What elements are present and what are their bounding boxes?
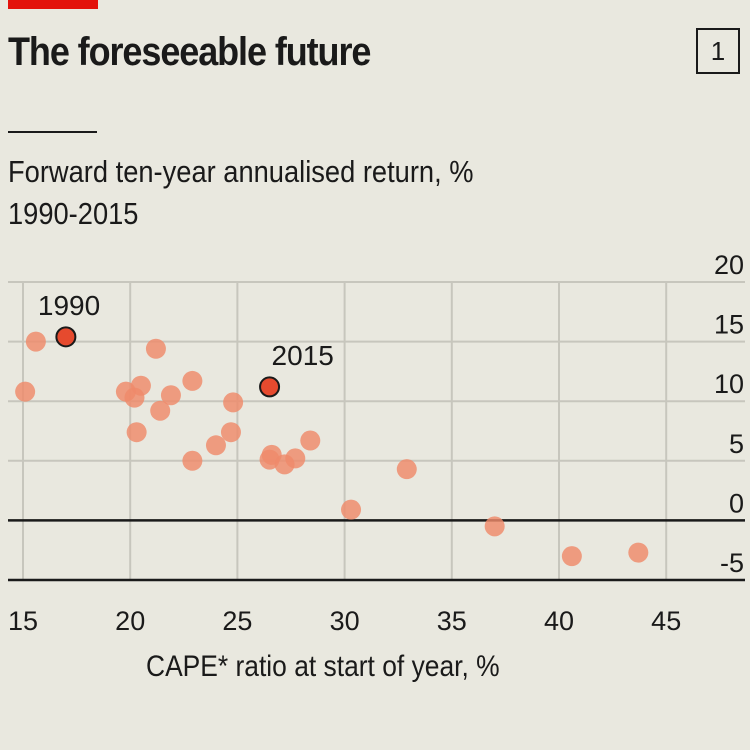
data-point <box>25 331 46 352</box>
data-point <box>15 381 36 402</box>
highlighted-point <box>259 376 281 398</box>
chart-subtitle: Forward ten-year annualised return, % <box>8 154 474 189</box>
data-point <box>150 400 171 421</box>
y-tick-labels: 20 15 10 5 0 -5 <box>714 250 744 578</box>
grid-lines <box>8 281 745 582</box>
data-point <box>484 516 505 537</box>
y-tick-label: -5 <box>720 548 744 578</box>
y-tick-label: 10 <box>714 369 744 399</box>
x-tick-label: 40 <box>544 606 574 636</box>
x-tick-label: 45 <box>651 606 681 636</box>
point-label: 2015 <box>272 340 334 371</box>
data-point <box>396 459 417 480</box>
data-point <box>124 387 145 408</box>
data-points <box>15 326 649 567</box>
y-tick-label: 5 <box>729 429 744 459</box>
chart-period: 1990-2015 <box>8 196 139 231</box>
x-tick-label: 20 <box>115 606 145 636</box>
point-labels: 1990 2015 <box>38 290 334 371</box>
data-point <box>205 435 226 456</box>
data-point <box>628 542 649 563</box>
data-point <box>182 370 203 391</box>
y-tick-label: 15 <box>714 310 744 340</box>
data-point <box>220 422 241 443</box>
data-point <box>145 338 166 359</box>
data-point <box>223 392 244 413</box>
y-tick-label: 20 <box>714 250 744 280</box>
x-tick-label: 25 <box>222 606 252 636</box>
brand-red-tag <box>8 0 98 9</box>
data-point <box>126 422 147 443</box>
data-point <box>300 430 321 451</box>
data-point <box>182 450 203 471</box>
point-label: 1990 <box>38 290 100 321</box>
chart-number-badge: 1 <box>696 28 740 74</box>
data-point <box>341 499 362 520</box>
x-tick-labels: 15 20 25 30 35 40 45 <box>8 606 681 636</box>
y-tick-label: 0 <box>729 488 744 518</box>
title-rule <box>8 131 97 133</box>
data-point <box>160 385 181 406</box>
x-axis-label: CAPE* ratio at start of year, % <box>146 650 500 683</box>
highlighted-point <box>55 326 77 348</box>
x-tick-label: 35 <box>437 606 467 636</box>
data-point <box>285 448 306 469</box>
data-point <box>561 546 582 567</box>
x-tick-label: 30 <box>330 606 360 636</box>
x-tick-label: 15 <box>8 606 38 636</box>
chart-title: The foreseeable future <box>8 30 371 74</box>
